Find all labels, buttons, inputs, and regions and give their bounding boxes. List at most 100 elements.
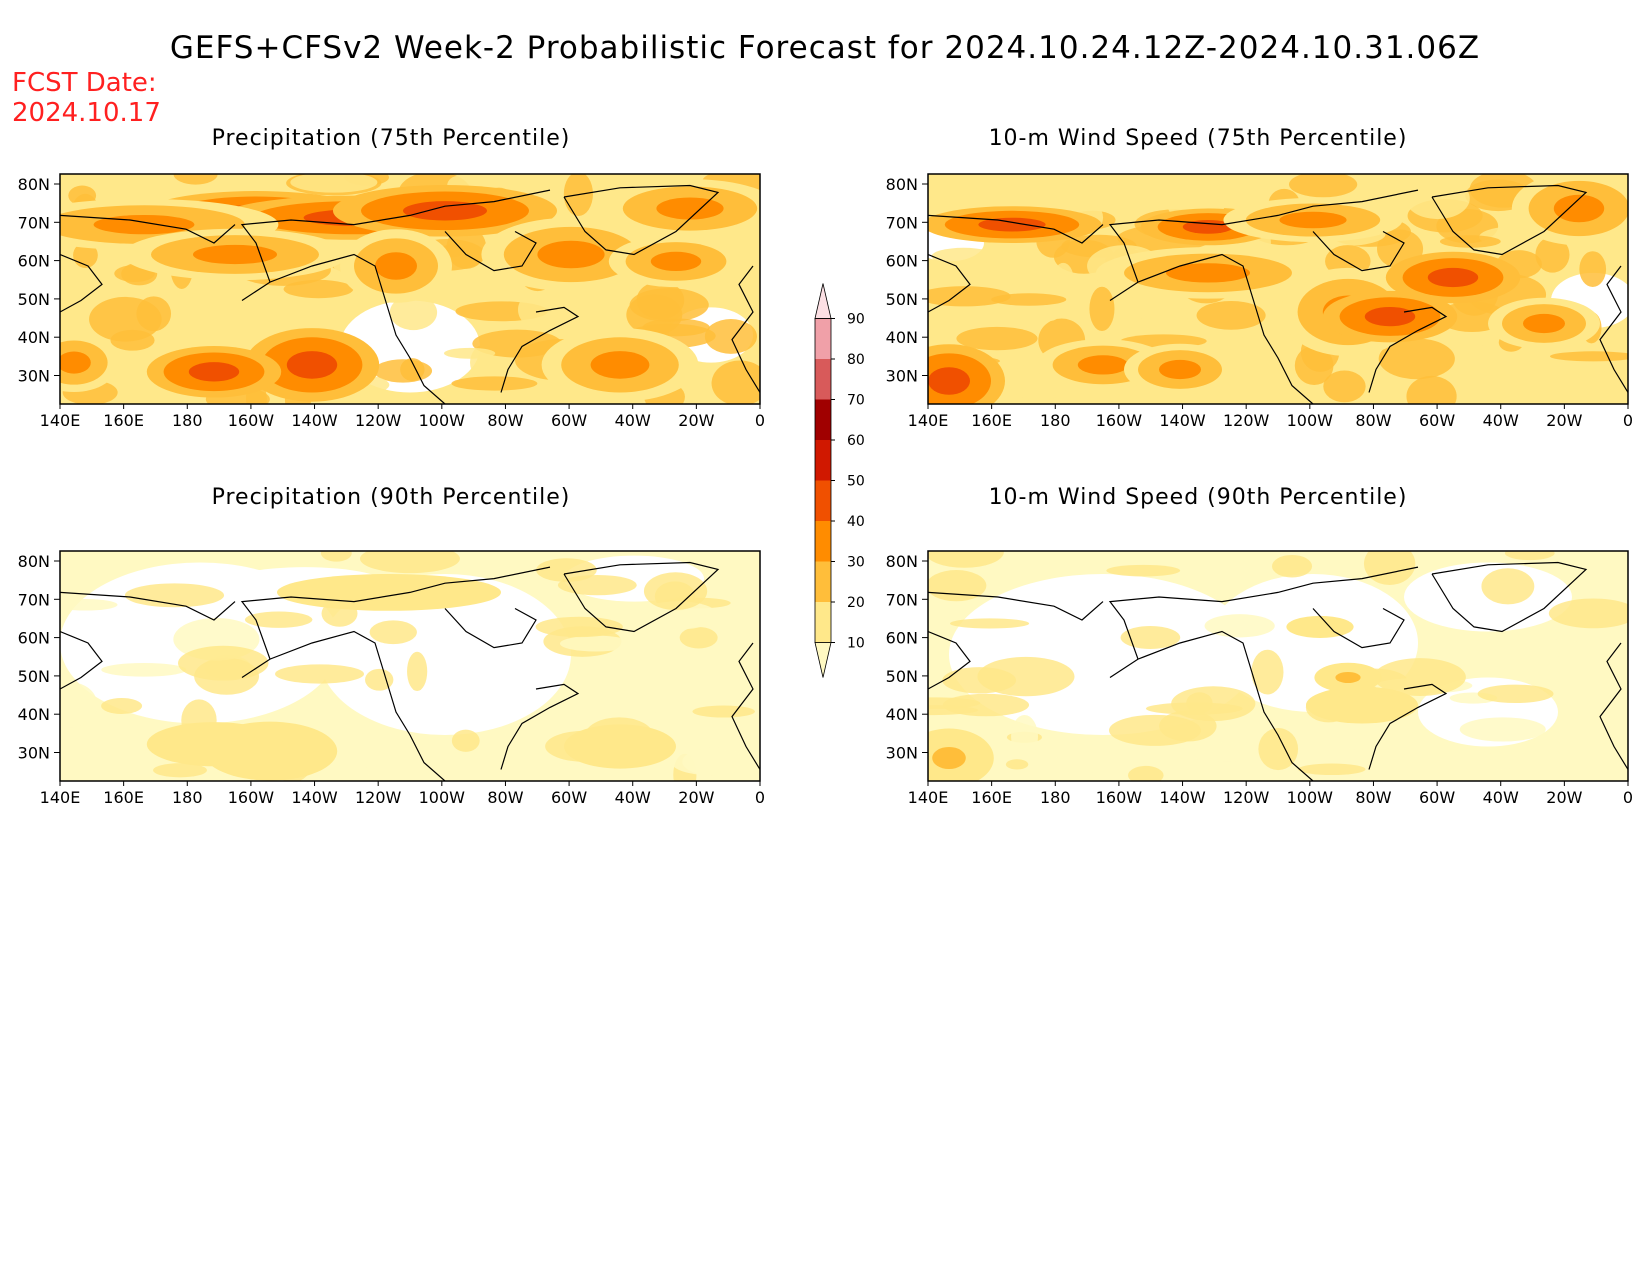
- lat-label: 30N: [886, 367, 918, 386]
- lon-label: 80W: [487, 411, 523, 430]
- probability-max: [403, 201, 487, 221]
- lat-label: 60N: [18, 252, 50, 271]
- lat-label: 80N: [18, 552, 50, 571]
- coastline: [240, 566, 551, 660]
- probability-patch: [1373, 658, 1466, 696]
- map-panel-1: 80N 70N 60N 50N 40N 30N 140E 160E 180 160W 140W 120…: [886, 173, 1633, 430]
- panel-frame: [59, 550, 761, 782]
- lat-label: 30N: [18, 744, 50, 763]
- probability-max: [978, 217, 1046, 232]
- lon-label: 120W: [355, 411, 402, 430]
- colorbar-min-triangle: [814, 642, 832, 678]
- probability-max: [1182, 220, 1234, 234]
- lat-label: 40N: [18, 328, 50, 347]
- probability-patch: [1539, 639, 1585, 657]
- lat-label: 30N: [886, 744, 918, 763]
- probability-patch: [1089, 286, 1115, 332]
- colorbar-segment: [815, 521, 831, 562]
- probability-patch: [726, 275, 760, 297]
- probability-max: [93, 214, 195, 235]
- lat-label: 80N: [886, 175, 918, 194]
- probability-max: [1166, 263, 1250, 283]
- probability-max: [928, 367, 970, 395]
- probability-max: [656, 197, 724, 220]
- probability-max: [1077, 355, 1129, 375]
- probability-max: [1364, 306, 1416, 327]
- probability-max: [1335, 671, 1361, 684]
- probability-patch: [369, 620, 417, 645]
- probability-patch: [1040, 755, 1094, 781]
- probability-patch: [365, 668, 394, 691]
- coastline: [60, 253, 103, 313]
- colorbar-segment: [815, 359, 831, 400]
- probability-patch: [1405, 177, 1470, 220]
- colorbar-label: 90: [847, 312, 865, 328]
- coastline: [928, 591, 1104, 621]
- lat-label: 60N: [18, 629, 50, 648]
- colorbar-max-triangle: [814, 283, 832, 319]
- lon-label: 160W: [1096, 788, 1143, 807]
- coastline: [1109, 253, 1314, 404]
- colorbar-segment: [815, 440, 831, 481]
- probability-patch: [557, 574, 637, 596]
- coastline: [928, 253, 971, 313]
- lon-label: 140W: [1159, 788, 1206, 807]
- lon-label: 140W: [291, 788, 338, 807]
- probability-patch: [942, 693, 1030, 717]
- probability-patch: [1459, 717, 1546, 742]
- probability-patch: [320, 551, 352, 562]
- probability-patch: [1504, 551, 1555, 561]
- probability-patch: [73, 242, 98, 268]
- coastline: [240, 189, 551, 283]
- probability-patch: [1535, 236, 1570, 273]
- probability-patch: [1378, 338, 1455, 380]
- panel-frame: [927, 550, 1629, 782]
- lat-label: 50N: [18, 667, 50, 686]
- map-panel-2: 80N 70N 60N 50N 40N 30N 140E 160E 180 160W 140W 120…: [18, 550, 765, 807]
- coastline: [60, 214, 236, 244]
- probability-max: [1427, 267, 1479, 288]
- lon-label: 60W: [551, 411, 587, 430]
- probability-max: [60, 351, 91, 374]
- probability-patch: [704, 319, 757, 354]
- probability-max: [1523, 313, 1565, 334]
- probability-patch: [565, 298, 625, 309]
- coastline: [731, 642, 760, 770]
- lon-label: 120W: [1223, 788, 1270, 807]
- probability-max: [1553, 194, 1605, 223]
- probability-patch: [928, 551, 1004, 568]
- lon-label: 180: [172, 788, 203, 807]
- coastline: [1312, 230, 1405, 272]
- lon-label: 0: [755, 788, 765, 807]
- lon-label: 100W: [419, 411, 466, 430]
- lon-label: 20W: [1546, 411, 1582, 430]
- colorbar-segment: [815, 399, 831, 440]
- probability-patch: [563, 174, 593, 217]
- probability-patch: [931, 247, 996, 266]
- panel-title-precip-75: Precipitation (75th Percentile): [211, 126, 571, 151]
- probability-patch: [1480, 752, 1519, 771]
- probability-patch: [341, 757, 369, 781]
- lon-label: 180: [1040, 788, 1071, 807]
- lon-label: 120W: [355, 788, 402, 807]
- lon-label: 0: [1623, 788, 1633, 807]
- coastline: [1312, 607, 1405, 649]
- probability-max: [188, 362, 240, 382]
- lon-label: 180: [172, 411, 203, 430]
- lat-label: 70N: [18, 213, 50, 232]
- colorbar-label: 30: [847, 555, 865, 571]
- probability-patch: [643, 572, 708, 611]
- lat-label: 40N: [886, 705, 918, 724]
- probability-patch: [928, 570, 987, 602]
- probability-patch: [1005, 759, 1029, 770]
- probability-patch: [1579, 251, 1607, 288]
- probability-patch: [1251, 649, 1284, 695]
- lat-label: 50N: [18, 290, 50, 309]
- lon-label: 60W: [551, 788, 587, 807]
- probability-patch: [950, 618, 1030, 629]
- panel-title-precip-90: Precipitation (90th Percentile): [211, 485, 571, 510]
- probability-patch: [124, 583, 225, 608]
- probability-patch: [101, 697, 143, 714]
- coastline: [1431, 561, 1588, 633]
